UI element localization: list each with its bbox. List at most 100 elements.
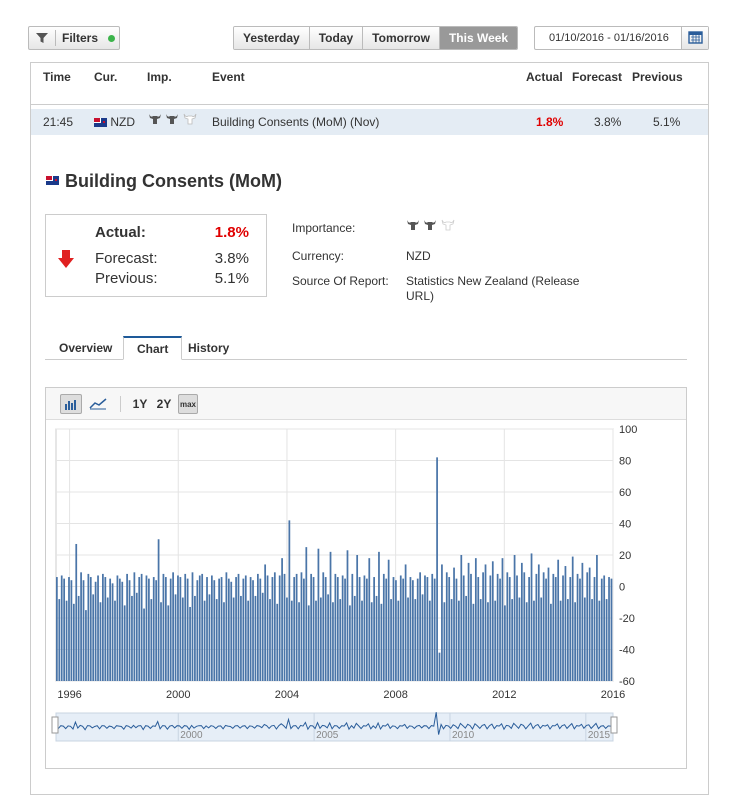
chart-bar [579,578,581,681]
source-value-cont[interactable]: URL) [406,289,435,303]
chart-bar [196,580,199,681]
chart-bar [489,575,492,681]
chart-bar [315,600,317,681]
chart-bar [450,599,453,681]
x-tick-label: 2012 [492,689,516,701]
filters-button[interactable]: Filters [28,26,120,50]
chart-bar [114,600,116,681]
chart-bar [491,561,494,681]
range-1y-button[interactable]: 1Y [132,397,148,411]
chart-bar [559,600,562,681]
chart-bar [358,577,361,681]
chart-bar [455,578,458,681]
x-tick-label: 2016 [601,689,625,701]
navigator-tick-label: 2005 [316,730,339,741]
tab-history[interactable]: History [188,341,230,355]
chart-bar [169,578,172,681]
chart-bar [552,573,555,681]
chart-bar [303,578,305,681]
chart-bar [82,580,85,681]
chart-bar [562,575,564,681]
filters-divider [55,30,56,46]
chart-bar [554,577,557,681]
chart-bar [68,577,70,681]
chart-bar [424,575,426,681]
chart-bar [167,605,170,681]
bull-icon [166,114,179,124]
bar-chart-button[interactable] [60,394,82,414]
chart-bar [520,562,523,681]
chart-bar [194,595,196,681]
event-forecast: 3.8% [594,115,622,129]
chart-bar [198,575,201,681]
chart-bar [92,594,95,681]
chart-container: 1Y 2Y max 100 80 60 40 20 0 -20 -40 -60 1996 2000 2… [45,387,687,769]
chart-bar [453,567,455,681]
chart-bar [353,595,356,681]
chart-bar [111,583,114,681]
chart-bar [610,578,613,681]
tab-chart[interactable]: Chart [123,336,183,360]
period-yesterday[interactable]: Yesterday [234,27,310,49]
y-tick-label: 60 [619,487,631,499]
chart-bar [89,577,92,681]
chart-bar [484,564,487,681]
chart-bar [438,652,441,681]
chart-bar [390,599,392,681]
chart-bar [244,575,247,681]
period-tomorrow[interactable]: Tomorrow [363,27,440,49]
calendar-panel: Time Cur. Imp. Event Actual Forecast Pre… [30,62,709,795]
range-2y-button[interactable]: 2Y [156,397,172,411]
chart-bar [56,577,58,681]
chart-bar [467,562,470,681]
y-tick-label: 20 [619,550,631,562]
chart-bar [164,577,167,681]
chart-bar [470,573,472,681]
y-tick-label: -20 [619,613,635,625]
chart-bar [254,595,257,681]
date-range-picker[interactable]: 01/10/2016 - 01/16/2016 [534,26,709,50]
actual-label: Actual: [95,224,146,241]
chart-bar [564,566,567,681]
calendar-icon [688,31,703,44]
range-max-button[interactable]: max [178,394,198,414]
chart-bar [131,595,133,681]
importance-bulls-detail [406,218,455,235]
period-today[interactable]: Today [309,27,364,49]
forecast-label: Forecast: [95,250,158,267]
chart-bar [135,592,138,681]
col-currency: Cur. [94,70,118,84]
chart-bar [336,577,339,681]
chart-bar [550,603,552,681]
chart-bar [143,608,145,681]
chart-bar [608,577,610,681]
chart-bar [540,597,543,681]
chart-bar [574,602,576,681]
line-chart-button[interactable] [86,394,110,414]
chart-bar [99,602,102,681]
chart-bar [319,597,322,681]
period-this-week[interactable]: This Week [439,27,518,49]
forecast-value: 3.8% [214,250,249,267]
event-row[interactable]: 21:45 NZD Building Consents (MoM) (Nov) … [31,109,708,135]
source-value[interactable]: Statistics New Zealand (Release [406,274,580,288]
chart-bar [118,578,121,681]
col-time: Time [43,70,71,84]
actual-value: 1.8% [214,224,249,241]
chart-bar [181,597,184,681]
chart-bar [63,578,66,681]
event-name[interactable]: Building Consents (MoM) (Nov) [212,115,380,129]
chart-bar [300,572,303,681]
calendar-button[interactable] [681,27,708,49]
y-tick-label: -40 [619,645,635,657]
chart-bar [581,562,584,681]
tab-overview[interactable]: Overview [59,341,113,355]
chart-bar [97,575,99,681]
chart-bar [259,578,262,681]
chart-bar [152,577,155,681]
col-forecast: Forecast [572,70,623,84]
chart-bar [518,597,521,681]
chart-bar [591,599,593,681]
chart-bar [516,575,518,681]
chart-bar [373,577,375,681]
